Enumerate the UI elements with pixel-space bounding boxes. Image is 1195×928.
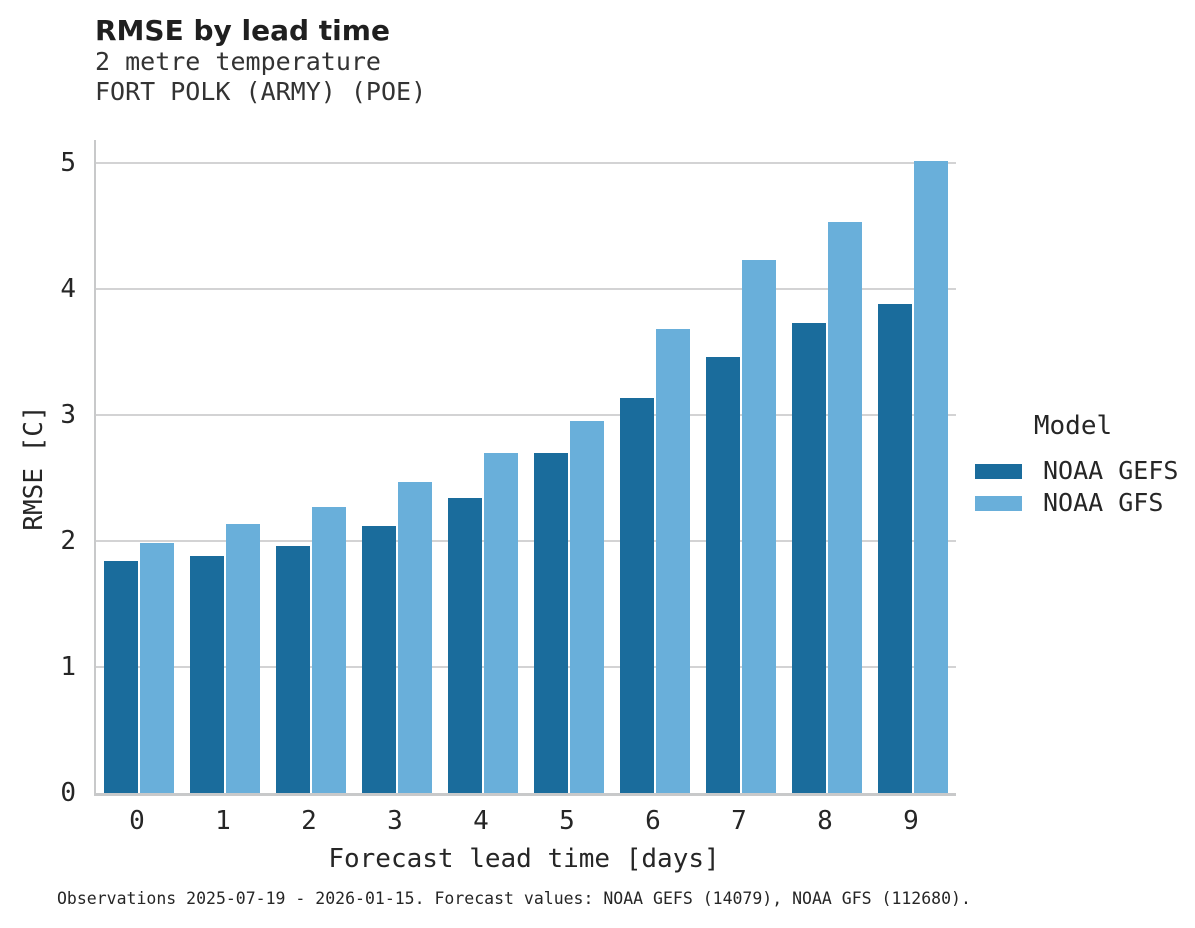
gridline-y-2: [96, 539, 956, 542]
legend-label-noaa-gefs: NOAA GEFS: [1043, 456, 1179, 485]
legend-swatch-noaa-gfs: [975, 495, 1022, 511]
bar-noaa-gefs-lead-6: [620, 398, 654, 793]
bar-noaa-gefs-lead-5: [534, 452, 568, 793]
legend-title: Model: [1033, 411, 1113, 441]
bar-noaa-gefs-lead-7: [706, 356, 740, 793]
legend-label-noaa-gfs: NOAA GFS: [1043, 488, 1164, 517]
y-tick-label-0: 0: [60, 778, 76, 808]
x-tick-label-1: 1: [215, 806, 231, 836]
chart-header: RMSE by lead time 2 metre temperature FO…: [95, 14, 426, 107]
x-tick-label-3: 3: [387, 806, 403, 836]
bar-noaa-gfs-lead-6: [656, 329, 690, 793]
plot-area: [94, 140, 956, 796]
legend-item-noaa-gefs: NOAA GEFS: [975, 455, 1178, 487]
gridline-y-5: [96, 161, 956, 164]
x-tick-label-5: 5: [559, 806, 575, 836]
y-axis-ticks: 0 1 2 3 4 5: [20, 140, 76, 808]
x-tick-label-9: 9: [903, 806, 919, 836]
y-tick-label-5: 5: [60, 147, 76, 178]
x-tick-label-8: 8: [817, 806, 833, 836]
x-axis-ticks: 0 1 2 3 4 5 6 7 8 9: [94, 806, 954, 836]
chart-title: RMSE by lead time: [95, 14, 390, 47]
gridline-y-3: [96, 413, 956, 416]
legend-item-noaa-gfs: NOAA GFS: [975, 487, 1171, 519]
bar-noaa-gefs-lead-4: [448, 498, 482, 793]
bar-noaa-gefs-lead-3: [362, 525, 396, 793]
bar-noaa-gfs-lead-2: [312, 506, 346, 793]
legend: Model NOAA GEFS NOAA GFS: [975, 411, 1178, 519]
x-tick-label-0: 0: [129, 806, 145, 836]
gridline-y-4: [96, 287, 956, 290]
x-tick-label-6: 6: [645, 806, 661, 836]
y-tick-label-4: 4: [60, 273, 76, 304]
bar-noaa-gfs-lead-5: [570, 421, 604, 793]
bar-noaa-gfs-lead-0: [140, 543, 174, 793]
gridline-y-1: [96, 665, 956, 668]
x-tick-label-2: 2: [301, 806, 317, 836]
bar-noaa-gfs-lead-4: [484, 452, 518, 793]
x-tick-label-7: 7: [731, 806, 747, 836]
x-axis-title: Forecast lead time [days]: [328, 844, 720, 874]
chart-subtitle-station: FORT POLK (ARMY) (POE): [95, 77, 427, 106]
bar-noaa-gfs-lead-1: [226, 524, 260, 793]
bar-noaa-gefs-lead-2: [276, 545, 310, 793]
chart-subtitle-variable: 2 metre temperature: [95, 47, 381, 76]
bar-noaa-gefs-lead-8: [792, 322, 826, 793]
bar-noaa-gfs-lead-9: [914, 161, 948, 793]
bar-noaa-gefs-lead-0: [104, 561, 138, 793]
bar-noaa-gfs-lead-7: [742, 259, 776, 793]
bar-noaa-gfs-lead-3: [398, 481, 432, 793]
caption: Observations 2025-07-19 - 2026-01-15. Fo…: [57, 889, 971, 908]
bar-noaa-gefs-lead-9: [878, 303, 912, 793]
y-tick-label-1: 1: [60, 651, 76, 682]
y-tick-label-3: 3: [60, 399, 76, 430]
legend-swatch-noaa-gefs: [975, 463, 1022, 479]
bar-noaa-gefs-lead-1: [190, 556, 224, 793]
x-tick-label-4: 4: [473, 806, 489, 836]
bar-noaa-gfs-lead-8: [828, 221, 862, 793]
y-tick-label-2: 2: [60, 525, 76, 556]
